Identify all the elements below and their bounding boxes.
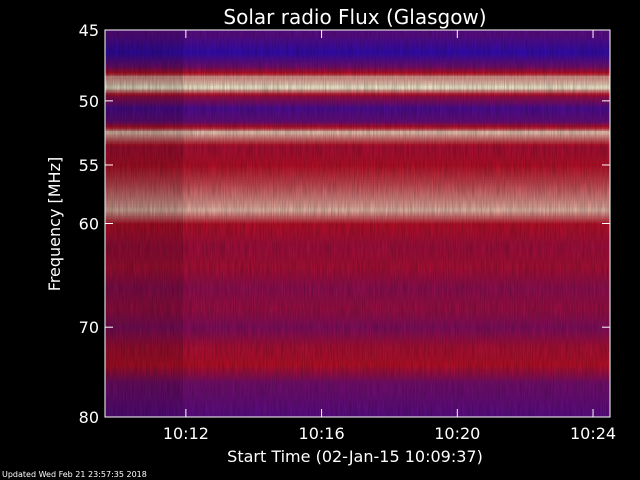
y-axis-label: Frequency [MHz]: [45, 157, 64, 291]
y-tick-label: 50: [79, 92, 99, 111]
x-tick-label: 10:24: [570, 424, 616, 443]
x-axis: 10:12 10:16 10:20 10:24: [163, 30, 616, 443]
early-segment-rect: [105, 30, 184, 417]
early-segment-shading: [105, 30, 184, 417]
x-tick-label: 10:16: [299, 424, 345, 443]
y-tick-label: 45: [79, 21, 99, 40]
x-tick-label: 10:20: [434, 424, 480, 443]
y-axis: 45 50 55 60 70 80: [79, 21, 610, 427]
y-tick-label: 55: [79, 156, 99, 175]
noise-texture: [105, 30, 610, 417]
y-tick-label: 80: [79, 408, 99, 427]
updated-footer: Updated Wed Feb 21 23:57:35 2018: [2, 470, 147, 479]
y-tick-label: 60: [79, 215, 99, 234]
x-tick-label: 10:12: [163, 424, 209, 443]
y-tick-label: 70: [79, 318, 99, 337]
x-axis-label: Start Time (02-Jan-15 10:09:37): [227, 447, 483, 466]
chart-title: Solar radio Flux (Glasgow): [223, 5, 486, 29]
